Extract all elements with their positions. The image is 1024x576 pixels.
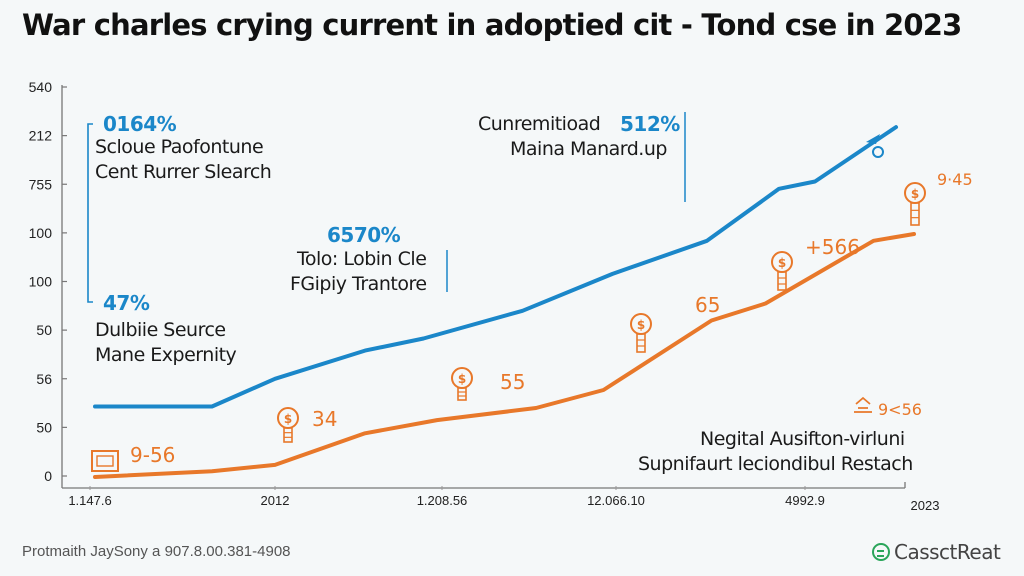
point-label-5: +566 xyxy=(805,235,860,259)
annotation-bracket-left xyxy=(87,123,93,303)
svg-text:$: $ xyxy=(637,318,645,332)
annotation-text-5a: Negital Ausifton-virluni xyxy=(700,428,905,450)
footer-source: Protmaith JaySony a 907.8.00.381-4908 xyxy=(22,543,291,560)
scale-icon xyxy=(854,396,872,413)
annotation-text-1b: Cent Rurrer Slearch xyxy=(95,161,272,183)
brand-logo-icon xyxy=(872,543,890,561)
lightbulb-money-icon: $ xyxy=(630,313,652,353)
x-tick-label: 2012 xyxy=(261,493,290,508)
x-tick-label: 1.208.56 xyxy=(417,493,468,508)
y-tick-label: 100 xyxy=(29,274,53,290)
point-label-4: 65 xyxy=(695,293,721,317)
annotation-pct-1: 0164% xyxy=(103,112,177,136)
money-box-icon xyxy=(91,450,119,472)
y-tick-label: 56 xyxy=(36,371,52,387)
svg-text:$: $ xyxy=(284,412,292,426)
footer-brand: CassctReat xyxy=(872,540,1001,564)
brand-name: CassctReat xyxy=(894,540,1001,564)
point-label-2: 34 xyxy=(312,407,338,431)
point-label-1: 9-56 xyxy=(130,443,176,467)
lightbulb-tree-icon: $ xyxy=(904,182,926,226)
annotation-text-3b: FGipiy Trantore xyxy=(290,273,427,295)
annotation-text-5b: Supnifaurt leciondibul Restach xyxy=(638,453,913,475)
annotation-pct-2: 47% xyxy=(103,291,150,315)
annotation-text-4b: Maina Manard.up xyxy=(510,138,667,160)
y-tick-label: 50 xyxy=(36,322,52,338)
annotation-pct-3: 6570% xyxy=(327,223,401,247)
point-label-3: 55 xyxy=(500,370,526,394)
x-tick-label: 12.066.10 xyxy=(587,493,645,508)
svg-text:$: $ xyxy=(911,187,919,201)
svg-text:$: $ xyxy=(458,372,466,386)
annotation-text-3a: Tolo: Lobin Cle xyxy=(297,248,427,270)
y-tick-label: 540 xyxy=(29,79,53,95)
annotation-pct-4: 512% xyxy=(620,112,680,136)
svg-text:$: $ xyxy=(778,256,786,270)
annotation-text-2a: Dulbiie Seurce xyxy=(95,319,226,341)
shield-money-icon: $ xyxy=(451,367,473,401)
y-tick-label: 50 xyxy=(36,419,52,435)
airplane-icon xyxy=(866,134,884,158)
x-tick-label: 1.147.6 xyxy=(68,493,111,508)
point-label-7: 9<56 xyxy=(878,400,922,419)
y-tick-label: 212 xyxy=(29,128,53,144)
y-tick-label: 755 xyxy=(29,176,53,192)
annotation-text-2b: Mane Expernity xyxy=(95,344,237,366)
lightbulb-money-icon: $ xyxy=(277,407,299,443)
lightbulb-money-icon: $ xyxy=(771,251,793,291)
annotation-text-4a: Cunremitioad xyxy=(478,113,601,135)
x-tick-label: 4992.9 xyxy=(785,493,825,508)
annotation-text-1a: Scloue Paofontune xyxy=(95,136,264,158)
chart-title: War charles crying current in adoptied c… xyxy=(22,8,962,42)
x-tick-label: 2023 xyxy=(911,498,940,513)
y-tick-label: 0 xyxy=(44,468,52,484)
point-label-6: 9·45 xyxy=(937,170,973,189)
y-tick-label: 100 xyxy=(29,225,53,241)
